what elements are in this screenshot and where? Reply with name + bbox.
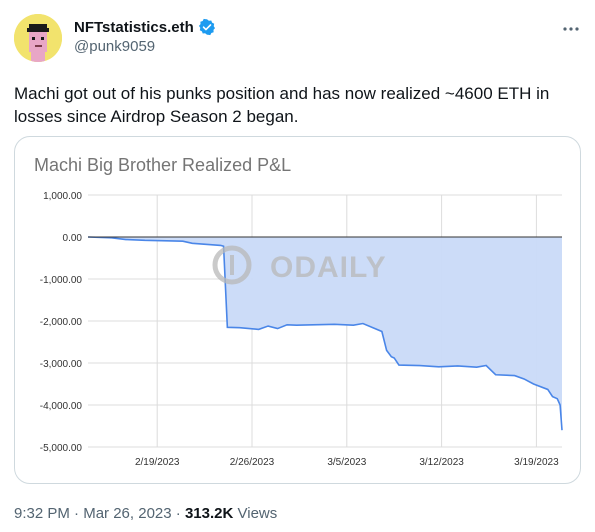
y-tick-label: 1,000.00 [43, 191, 82, 202]
profile-avatar[interactable] [14, 14, 62, 62]
y-tick-label: -3,000.00 [40, 359, 83, 370]
more-options-icon[interactable] [563, 20, 579, 31]
pnl-chart: 1,000.00 0.00 -1,000.00 -2,000.00 -3,000.00 -… [40, 191, 563, 468]
tweet-header: NFTstatistics.eth @punk9059 [14, 14, 581, 70]
footer-separator: · [74, 505, 80, 522]
display-name[interactable]: NFTstatistics.eth [74, 18, 194, 36]
tweet-time[interactable]: 9:32 PM [14, 505, 70, 522]
y-tick-label: -2,000.00 [40, 317, 83, 328]
tweet-date[interactable]: Mar 26, 2023 [83, 505, 172, 522]
y-tick-label: -5,000.00 [40, 443, 83, 454]
pnl-line [87, 236, 563, 431]
watermark-text: ODAILY [270, 251, 387, 284]
x-tick-label: 2/19/2023 [135, 457, 180, 468]
author-names: NFTstatistics.eth @punk9059 [74, 18, 216, 55]
pnl-area [88, 237, 562, 431]
views-label: Views [237, 505, 278, 522]
display-name-row: NFTstatistics.eth [74, 18, 216, 36]
footer-separator: · [175, 505, 181, 522]
y-tick-label: -4,000.00 [40, 401, 83, 412]
x-tick-label: 3/12/2023 [419, 457, 464, 468]
cryptopunk-avatar-icon [14, 14, 62, 62]
chart-title: Machi Big Brother Realized P&L [34, 155, 292, 175]
watermark-logo-bar [230, 255, 234, 275]
watermark-logo-icon [212, 245, 252, 285]
user-handle[interactable]: @punk9059 [74, 38, 156, 55]
x-tick-label: 3/5/2023 [327, 457, 366, 468]
tweet-footer: 9:32 PM · Mar 26, 2023 · 313.2K Views [14, 505, 277, 522]
views-count: 313.2K [184, 505, 234, 522]
verified-badge-icon [198, 18, 215, 36]
tweet-text: Machi got out of his punks position and … [14, 84, 550, 126]
y-tick-label: 0.00 [63, 233, 83, 244]
y-tick-label: -1,000.00 [40, 275, 83, 286]
tweet-media-chart[interactable]: Machi Big Brother Realized P&L 1,000.00 0… [14, 136, 581, 484]
x-tick-label: 2/26/2023 [230, 457, 275, 468]
x-tick-label: 3/19/2023 [514, 457, 559, 468]
